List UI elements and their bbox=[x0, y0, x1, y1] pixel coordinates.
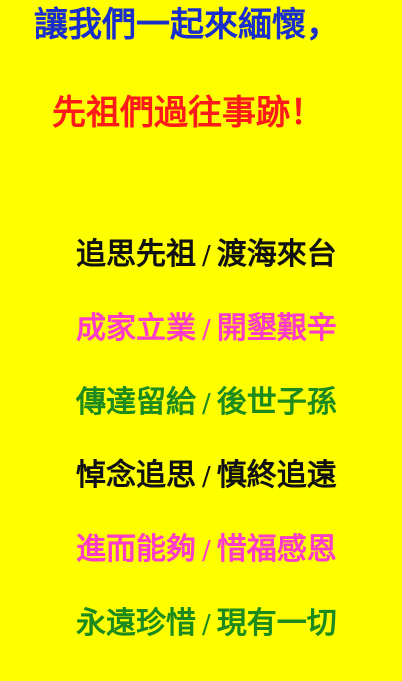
verse-line-4-separator: / bbox=[202, 462, 211, 492]
verse-line-6-right: 現有一切 bbox=[216, 606, 337, 641]
verse-line-6-left: 永遠珍惜 bbox=[76, 606, 196, 641]
verse-line-1: 追思先祖 / 渡海來台 bbox=[76, 240, 337, 270]
verse-line-2-separator: / bbox=[202, 315, 211, 345]
verse-line-2-left: 成家立業 bbox=[76, 311, 196, 346]
verse-line-3-left: 傳達留給 bbox=[76, 385, 196, 420]
heading-line-1: 讓我們一起來緬懷， bbox=[34, 5, 340, 45]
verse-line-5-separator: / bbox=[202, 536, 211, 566]
verse-line-4-right: 慎終追遠 bbox=[216, 458, 337, 493]
heading-line-2: 先祖們過往事跡！ bbox=[52, 93, 324, 133]
verse-line-6: 永遠珍惜 / 現有一切 bbox=[76, 609, 337, 639]
verse-line-1-separator: / bbox=[202, 241, 211, 271]
verse-line-4: 悼念追思 / 慎終追遠 bbox=[76, 461, 337, 491]
verse-line-1-right: 渡海來台 bbox=[216, 237, 337, 272]
verse-line-1-left: 追思先祖 bbox=[76, 237, 196, 272]
verse-line-2-right: 開墾艱辛 bbox=[216, 311, 337, 346]
verse-line-3-separator: / bbox=[202, 389, 211, 419]
verse-line-5: 進而能夠 / 惜福感恩 bbox=[76, 535, 337, 565]
verse-line-4-left: 悼念追思 bbox=[76, 458, 196, 493]
verse-line-2: 成家立業 / 開墾艱辛 bbox=[76, 314, 337, 344]
verse-line-3-right: 後世子孫 bbox=[216, 385, 337, 420]
verse-line-6-separator: / bbox=[202, 610, 211, 640]
verse-line-5-left: 進而能夠 bbox=[76, 532, 196, 567]
verse-line-5-right: 惜福感恩 bbox=[216, 532, 337, 567]
verse-line-3: 傳達留給 / 後世子孫 bbox=[76, 388, 337, 418]
